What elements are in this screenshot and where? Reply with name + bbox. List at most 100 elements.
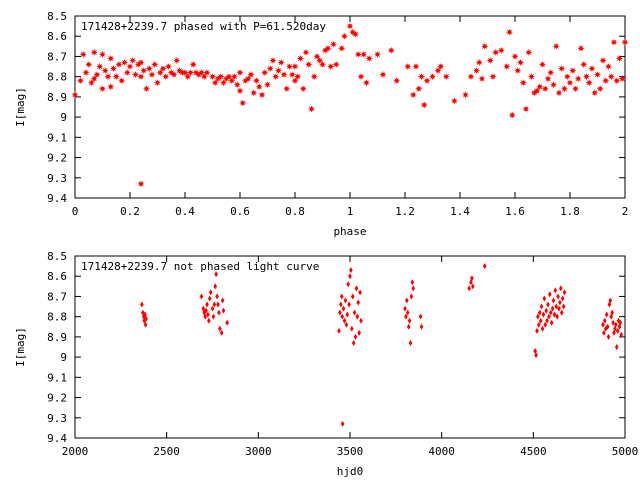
y-tick-label: 9.4 — [47, 432, 67, 445]
x-tick-label: 0 — [72, 205, 79, 218]
data-point — [280, 71, 288, 79]
data-point — [514, 67, 522, 75]
data-point — [379, 71, 387, 79]
data-point — [76, 77, 85, 85]
data-point — [580, 60, 588, 69]
x-tick-label: 2 — [622, 205, 629, 218]
data-point — [343, 297, 348, 304]
x-axis-label: phase — [333, 225, 366, 238]
data-point — [204, 307, 208, 314]
data-point — [412, 62, 420, 71]
data-point — [162, 73, 170, 81]
data-point — [137, 73, 145, 81]
data-point — [541, 85, 549, 93]
data-point — [101, 67, 109, 75]
y-tick-label: 8.7 — [47, 50, 67, 63]
data-point — [533, 87, 541, 95]
data-point — [489, 73, 497, 81]
data-point — [527, 73, 536, 81]
x-tick-label: 3500 — [337, 445, 364, 458]
data-point — [140, 301, 144, 308]
data-point — [346, 22, 354, 30]
y-tick-label: 8.8 — [47, 71, 67, 84]
y-tick-label: 9.2 — [47, 392, 67, 405]
data-point — [104, 73, 112, 81]
data-point — [252, 77, 261, 85]
data-point — [602, 77, 610, 85]
data-point — [143, 321, 148, 328]
data-point — [212, 301, 217, 308]
data-point — [344, 321, 349, 328]
data-point — [610, 309, 614, 316]
data-point — [537, 321, 541, 328]
x-tick-label: 2500 — [153, 445, 180, 458]
data-point — [351, 339, 356, 346]
data-point — [545, 317, 549, 324]
data-point — [203, 313, 207, 320]
data-point — [418, 313, 423, 320]
data-point — [560, 85, 569, 93]
x-tick-label: 4000 — [428, 445, 455, 458]
data-point — [207, 295, 212, 302]
data-point — [467, 285, 471, 292]
data-point — [461, 91, 470, 99]
data-point — [415, 85, 423, 93]
data-point — [217, 309, 221, 316]
data-point — [225, 319, 229, 326]
data-point — [549, 81, 558, 89]
y-tick-label: 9.2 — [47, 152, 67, 165]
data-point — [409, 91, 417, 99]
data-point — [291, 62, 299, 71]
data-point — [618, 75, 626, 83]
y-tick-label: 9.3 — [47, 412, 67, 425]
data-point — [604, 62, 613, 71]
data-point — [347, 301, 351, 308]
data-point — [450, 97, 459, 105]
data-point — [562, 289, 567, 296]
data-point — [263, 81, 272, 89]
data-point — [615, 54, 624, 63]
data-point — [85, 60, 93, 69]
data-point — [603, 317, 607, 324]
data-point — [419, 323, 424, 330]
data-point — [615, 327, 620, 334]
y-tick-label: 8.8 — [47, 311, 67, 324]
data-point — [393, 77, 401, 85]
data-point — [266, 64, 274, 73]
x-tick-label: 2000 — [62, 445, 89, 458]
data-point — [535, 327, 539, 334]
data-point — [348, 273, 352, 280]
data-point — [538, 60, 547, 69]
data-point — [141, 309, 145, 316]
data-point — [609, 313, 614, 320]
y-tick-label: 8.5 — [47, 250, 67, 263]
data-point — [351, 30, 360, 38]
data-point — [475, 58, 483, 67]
data-point — [274, 67, 283, 75]
data-point — [219, 329, 224, 336]
data-point — [408, 339, 413, 346]
y-tick-label: 9.4 — [47, 192, 67, 205]
data-point — [551, 297, 556, 304]
data-point — [294, 73, 302, 81]
data-point — [423, 77, 431, 85]
data-point — [482, 263, 487, 270]
data-point — [571, 85, 580, 93]
data-point — [338, 309, 342, 316]
data-point — [285, 62, 294, 71]
data-point — [563, 73, 571, 81]
data-point — [405, 297, 409, 304]
data-point — [607, 73, 615, 81]
y-tick-label: 9.1 — [47, 131, 67, 144]
data-point — [129, 56, 137, 65]
data-point — [405, 309, 410, 316]
data-point — [151, 60, 159, 69]
data-point — [197, 69, 206, 77]
data-point — [337, 327, 341, 334]
data-point — [118, 77, 126, 85]
data-point — [131, 71, 140, 79]
data-point — [470, 275, 474, 282]
data-point — [216, 301, 220, 308]
